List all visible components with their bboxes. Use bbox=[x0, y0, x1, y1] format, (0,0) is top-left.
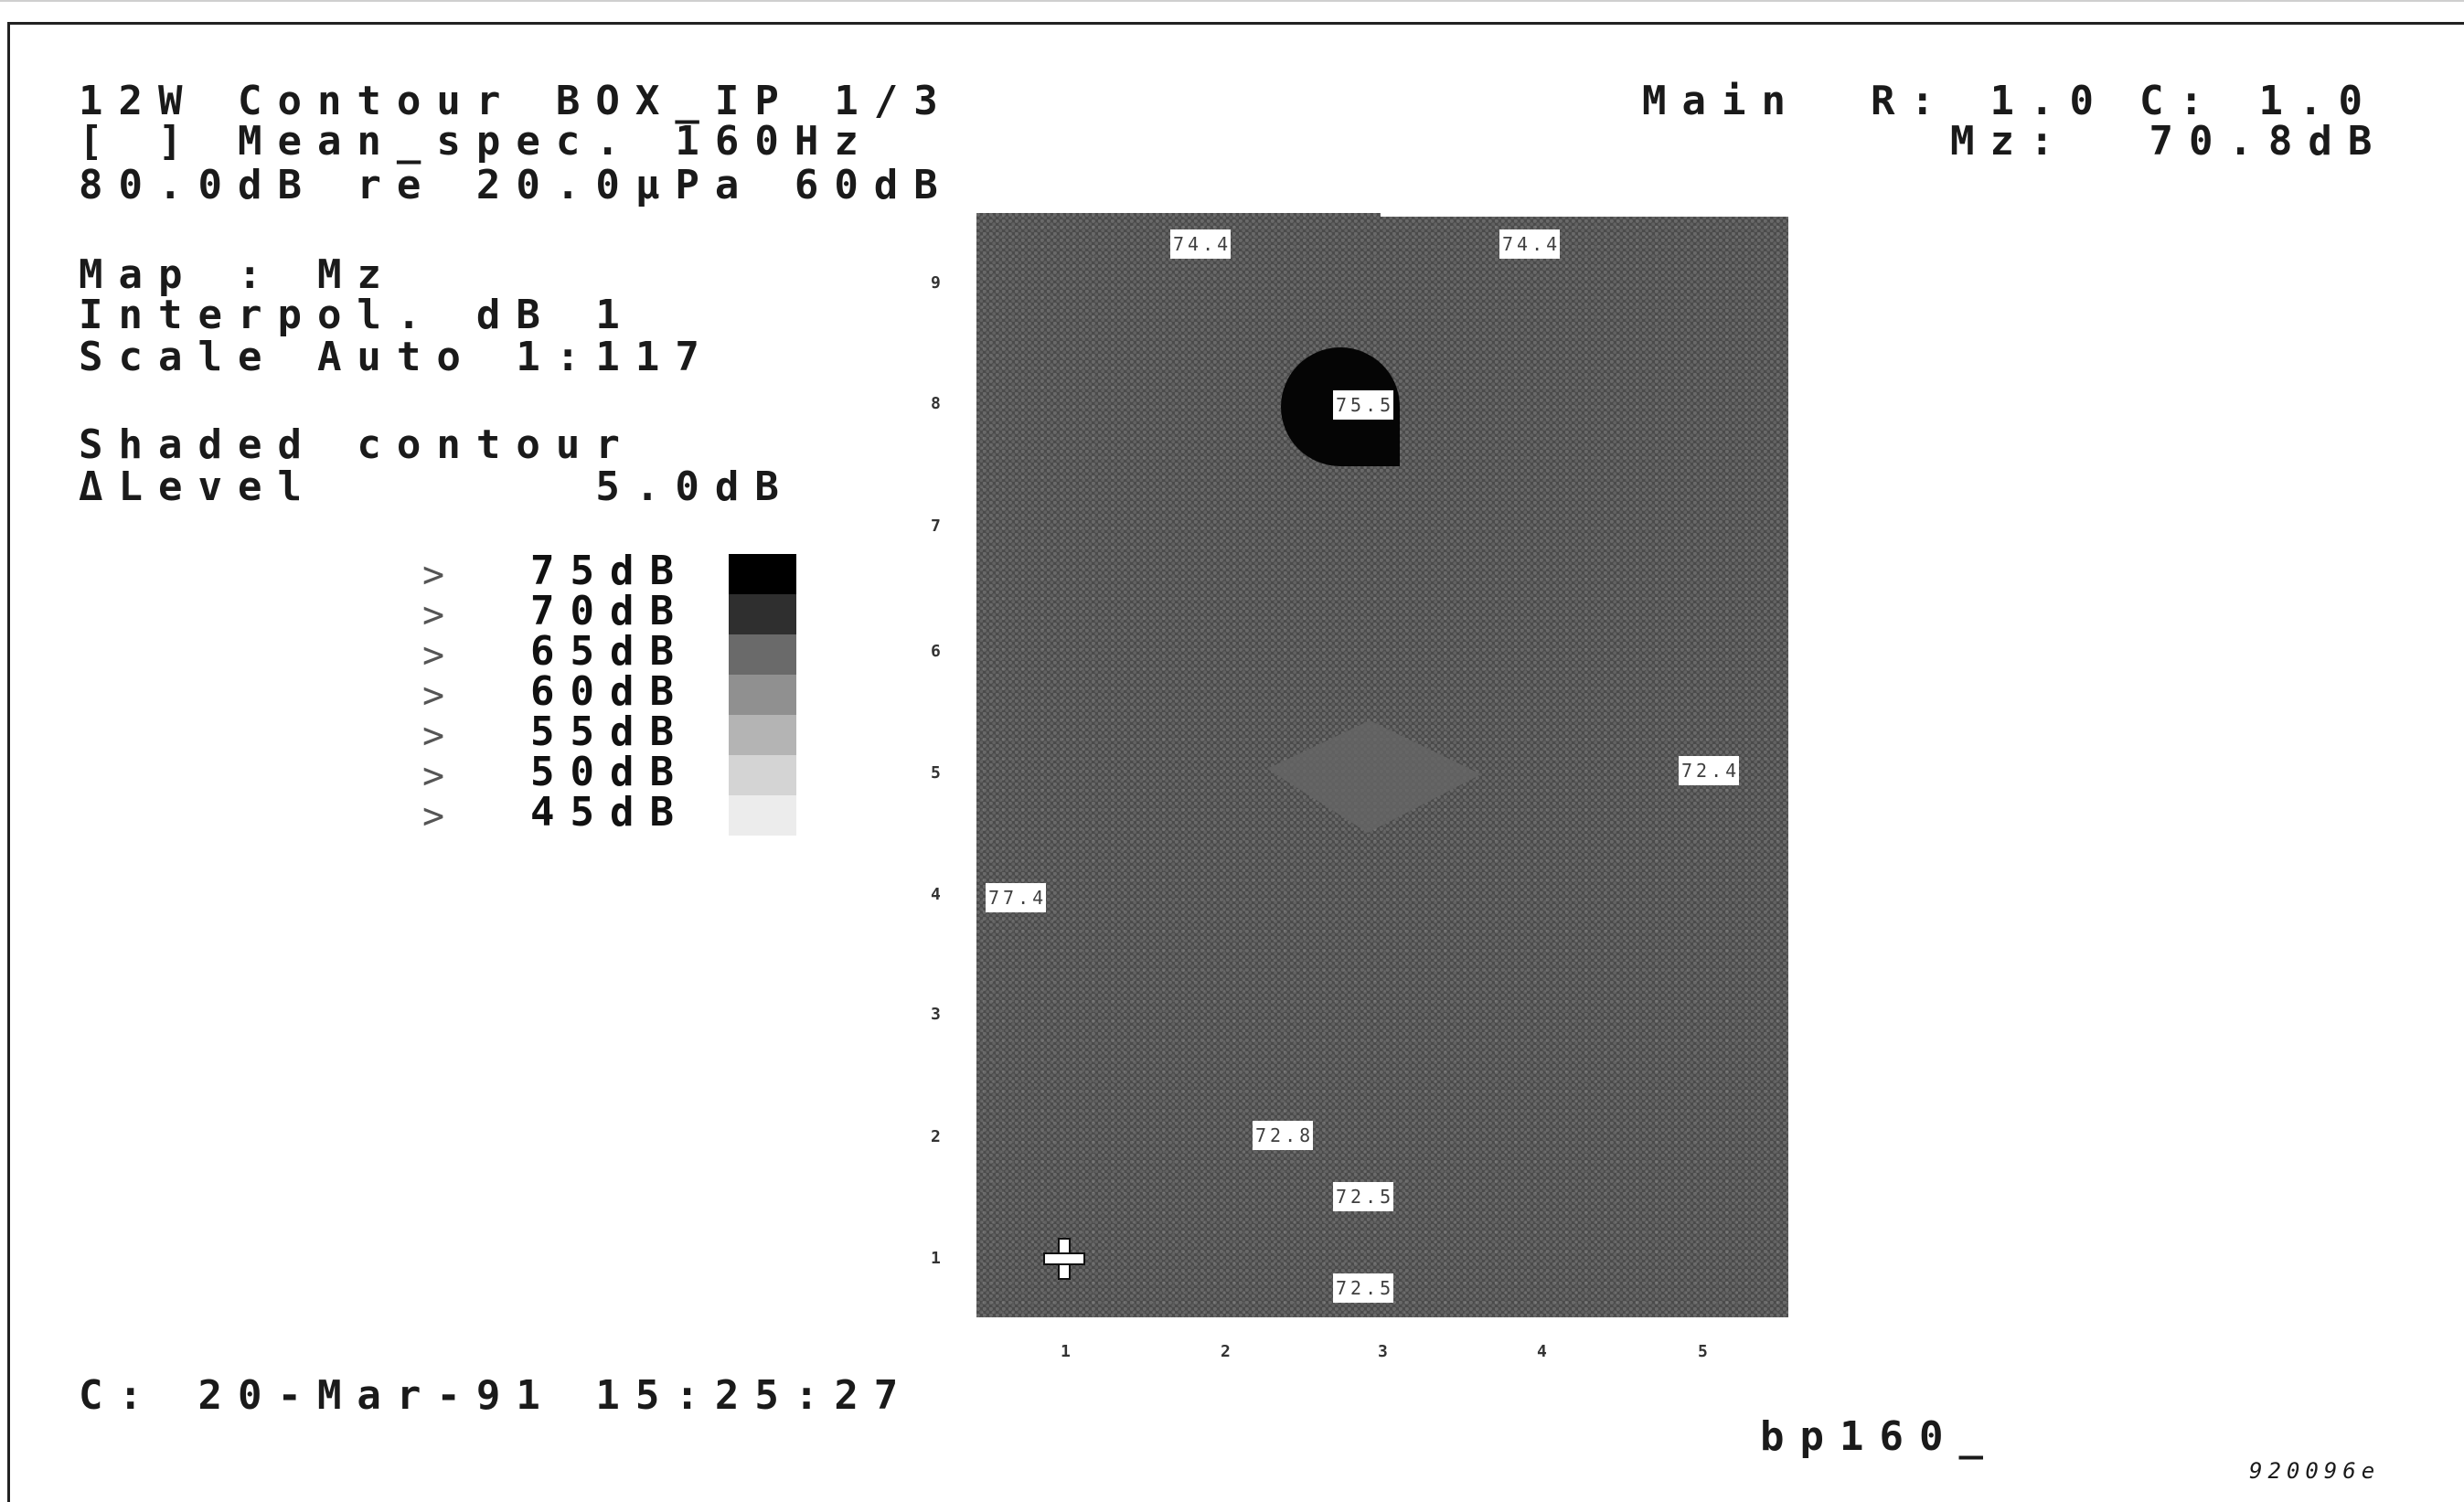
legend-label-50: 50dB bbox=[530, 749, 689, 795]
header-line-1: 12W Contour BOX_IP 1/3 bbox=[79, 78, 954, 124]
legend-swatch-65 bbox=[729, 634, 796, 675]
figure-id-label: 920096e bbox=[2249, 1458, 2381, 1484]
legend-swatch-55 bbox=[729, 715, 796, 755]
plot-value-label-4: 72.4 bbox=[1679, 756, 1739, 785]
legend-label-65: 65dB bbox=[530, 628, 689, 675]
x-tick-1: 1 bbox=[1061, 1342, 1071, 1361]
plot-value-label-3: 75.5 bbox=[1333, 390, 1393, 420]
map-line-2: Interpol. dB 1 bbox=[79, 292, 635, 338]
x-tick-5: 5 bbox=[1698, 1342, 1708, 1361]
y-tick-5: 5 bbox=[931, 763, 941, 783]
legend-label-70: 70dB bbox=[530, 588, 689, 634]
command-line[interactable]: bp160_ bbox=[1760, 1413, 1999, 1460]
contour-shapes bbox=[1267, 213, 1788, 833]
legend-swatch-70 bbox=[729, 594, 796, 634]
mz-readout: Mz: 70.8dB bbox=[1950, 118, 2388, 165]
main-label: Main bbox=[1642, 78, 1801, 124]
center-contour-patch bbox=[1267, 720, 1481, 833]
shaded-contour-label: Shaded contour bbox=[79, 421, 635, 468]
y-tick-7: 7 bbox=[931, 517, 941, 536]
legend-label-55: 55dB bbox=[530, 708, 689, 755]
top-right-gap bbox=[1381, 213, 1788, 217]
y-tick-4: 4 bbox=[931, 885, 941, 904]
delta-level-label: ΔLevel 5.0dB bbox=[79, 463, 795, 510]
plot-value-label-1: 74.4 bbox=[1170, 229, 1231, 259]
legend-arrow-55: > bbox=[422, 715, 445, 757]
plot-value-label-8: 72.5 bbox=[1333, 1273, 1393, 1303]
legend-arrow-75: > bbox=[422, 554, 445, 596]
y-tick-3: 3 bbox=[931, 1005, 941, 1024]
legend-swatch-50 bbox=[729, 755, 796, 795]
contour-plot-area[interactable]: 74.4 74.4 75.5 72.4 77.4 72.8 72.5 72.5 bbox=[976, 213, 1788, 1317]
row-readout: R: 1.0 bbox=[1871, 78, 2109, 124]
legend-arrow-45: > bbox=[422, 795, 445, 837]
map-line-1: Map : Mz bbox=[79, 251, 397, 298]
y-tick-2: 2 bbox=[931, 1127, 941, 1146]
y-tick-9: 9 bbox=[931, 273, 941, 293]
legend-swatch-45 bbox=[729, 795, 796, 836]
legend-swatch-75 bbox=[729, 554, 796, 594]
legend-arrow-60: > bbox=[422, 675, 445, 717]
column-readout: C: 1.0 bbox=[2139, 78, 2378, 124]
header-line-3: 80.0dB re 20.0µPa 60dB bbox=[79, 162, 954, 208]
x-tick-2: 2 bbox=[1221, 1342, 1231, 1361]
timestamp-line: C: 20-Mar-91 15:25:27 bbox=[79, 1372, 914, 1419]
crosshair-cursor-icon[interactable] bbox=[1043, 1238, 1085, 1280]
top-border-line bbox=[0, 0, 2464, 2]
x-tick-4: 4 bbox=[1537, 1342, 1547, 1361]
y-tick-8: 8 bbox=[931, 394, 941, 413]
x-tick-3: 3 bbox=[1378, 1342, 1388, 1361]
header-line-2: [ ] Mean_spec. 160Hz bbox=[79, 118, 874, 165]
legend-label-75: 75dB bbox=[530, 548, 689, 594]
plot-value-label-6: 72.8 bbox=[1253, 1121, 1313, 1150]
y-tick-1: 1 bbox=[931, 1249, 941, 1268]
legend-label-45: 45dB bbox=[530, 789, 689, 836]
plot-value-label-2: 74.4 bbox=[1499, 229, 1560, 259]
map-line-3: Scale Auto 1:117 bbox=[79, 334, 715, 380]
plot-value-label-7: 72.5 bbox=[1333, 1182, 1393, 1211]
legend-arrow-65: > bbox=[422, 634, 445, 676]
legend-swatch-60 bbox=[729, 675, 796, 715]
legend-arrow-50: > bbox=[422, 755, 445, 797]
screen-frame bbox=[7, 22, 2464, 1502]
plot-value-label-5: 77.4 bbox=[986, 883, 1046, 912]
legend-label-60: 60dB bbox=[530, 668, 689, 715]
legend-arrow-70: > bbox=[422, 594, 445, 636]
y-tick-6: 6 bbox=[931, 642, 941, 661]
